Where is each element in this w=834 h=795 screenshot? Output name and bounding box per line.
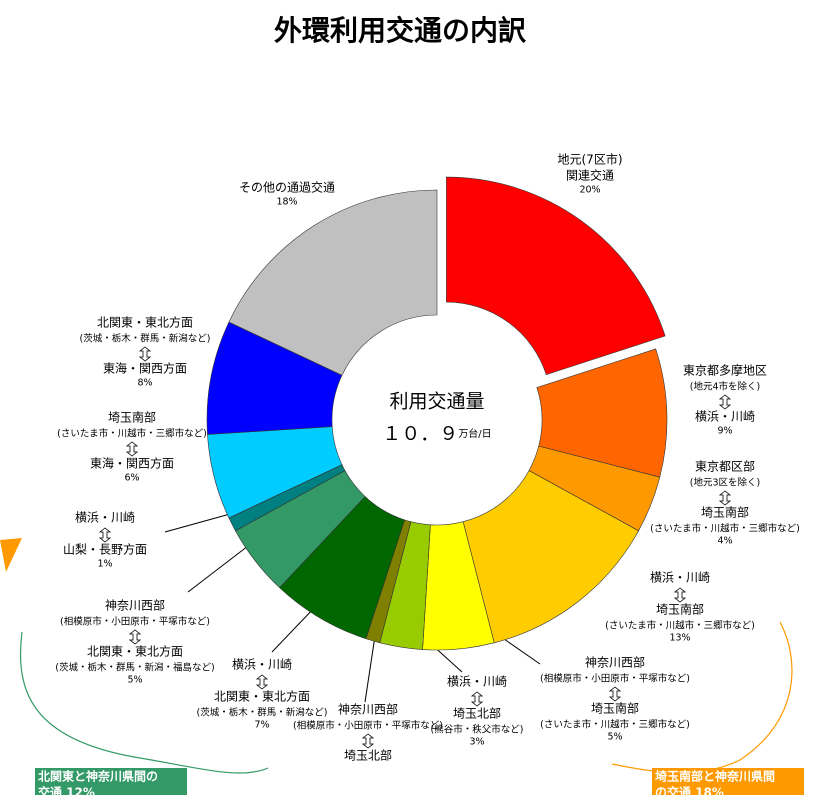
group-box: [35, 768, 187, 795]
updown-arrow: [98, 527, 112, 543]
donut-segment: [446, 176, 666, 375]
leader-lines: [164, 513, 541, 703]
value-label: 6%: [124, 473, 139, 484]
updown-arrow: [608, 686, 622, 702]
label-note: (茨城・栃木・群馬・新潟など): [197, 707, 328, 719]
group-box-text: 埼玉南部と神奈川県間: [655, 769, 775, 784]
group-box-text: 交通 12%: [38, 785, 95, 795]
group-box-text: 北関東と神奈川県間の: [38, 769, 158, 784]
center-number: １０．９: [382, 423, 458, 445]
value-label: 4%: [717, 536, 732, 547]
updown-arrow: [673, 587, 687, 603]
label: 埼玉南部: [591, 701, 639, 716]
updown-arrow: [128, 629, 142, 645]
label-note: (地元4市を除く): [690, 381, 760, 393]
label: 地元(7区市): [558, 152, 623, 167]
label: 神奈川西部: [105, 598, 165, 613]
label: 東京都区部: [695, 459, 755, 474]
updown-arrow: [138, 346, 152, 362]
label: 埼玉南部: [701, 505, 749, 520]
label: 埼玉北部: [453, 706, 501, 721]
label-note: (相模原市・小田原市・平塚市など): [540, 673, 690, 685]
arrow-head: [0, 538, 22, 572]
label-note: (茨城・栃木・群馬・新潟など): [80, 333, 211, 345]
value-label: 5%: [607, 732, 622, 743]
value-label: 18%: [276, 197, 297, 208]
value-label: 5%: [127, 675, 142, 686]
label: 北関東・東北方面: [214, 689, 310, 704]
group-box-text: の交通 18%: [655, 785, 724, 795]
label-note: (さいたま市・川越市・三郷市など): [650, 523, 800, 535]
label: 北関東・東北方面: [87, 644, 183, 659]
value-label: 1%: [97, 559, 112, 570]
center-unit: 万台/日: [458, 427, 491, 440]
value-label: 20%: [579, 185, 600, 196]
donut-segment: [228, 189, 438, 376]
value-label: 13%: [669, 633, 690, 644]
label: 神奈川西部: [338, 702, 398, 717]
bracket: [611, 621, 793, 774]
value-label: 9%: [717, 426, 732, 437]
label: 横浜・川崎: [232, 658, 292, 672]
label-note: (相模原市・小田原市・平塚市など): [60, 616, 210, 628]
label-note: (地元3区を除く): [690, 477, 760, 489]
label: 神奈川西部: [585, 655, 645, 670]
label: 東海・関西方面: [90, 456, 174, 471]
leader: [271, 605, 317, 653]
value-label: 7%: [254, 720, 269, 731]
label: その他の通過交通: [239, 180, 335, 195]
label: 北関東・東北方面: [97, 315, 193, 330]
label: 横浜・川崎: [75, 511, 135, 525]
label: 東京都多摩地区: [683, 363, 767, 378]
label-note: (さいたま市・川越市・三郷市など): [605, 620, 755, 632]
label: 横浜・川崎: [447, 675, 507, 689]
updown-arrow: [470, 691, 484, 707]
bracket: [19, 631, 269, 774]
chart-title: 外環利用交通の内訳: [274, 14, 527, 47]
label-note: (さいたま市・川越市・三郷市など): [540, 719, 690, 731]
label-note: (さいたま市・川越市・三郷市など): [57, 428, 207, 440]
label: 東海・関西方面: [103, 361, 187, 376]
label: 山梨・長野方面: [63, 542, 147, 557]
updown-arrow: [361, 733, 375, 749]
leader: [187, 545, 249, 593]
leader: [164, 513, 231, 533]
label: 埼玉南部: [656, 602, 704, 617]
updown-arrow: [718, 490, 732, 506]
label: 埼玉北部: [344, 748, 392, 763]
label: 埼玉南部: [108, 410, 156, 425]
updown-arrow: [255, 674, 269, 690]
label-note: (相模原市・小田原市・平塚市など): [293, 720, 443, 732]
center-label: 利用交通量: [389, 391, 484, 413]
updown-arrow: [125, 441, 139, 457]
label: 横浜・川崎: [650, 571, 710, 585]
updown-arrow: [718, 394, 732, 410]
label: 横浜・川崎: [695, 410, 755, 424]
leader: [364, 635, 376, 703]
center-value: １０．９万台/日: [382, 423, 491, 445]
label-note: (熊谷市・秩父市など): [431, 724, 524, 736]
value-label: 3%: [469, 737, 484, 748]
label-note: (茨城・栃木・群馬・新潟・福島など): [55, 662, 214, 674]
group-box: [652, 768, 804, 795]
value-label: 8%: [137, 378, 152, 389]
label: 関連交通: [566, 168, 614, 183]
